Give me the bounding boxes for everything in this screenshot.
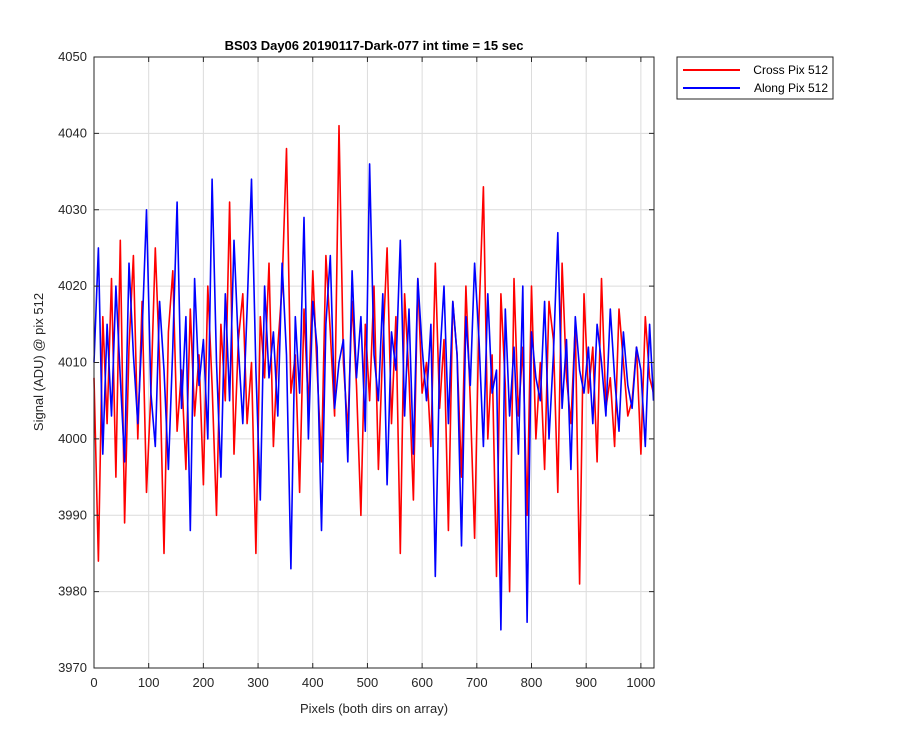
x-axis-label: Pixels (both dirs on array) — [300, 701, 448, 716]
x-tick-label: 200 — [193, 675, 215, 690]
y-tick-label: 4000 — [58, 431, 87, 446]
legend-box — [676, 56, 834, 100]
x-tick-label: 1000 — [626, 675, 655, 690]
x-tick-label: 500 — [357, 675, 379, 690]
y-tick-label: 3970 — [58, 660, 87, 675]
x-tick-label: 300 — [247, 675, 269, 690]
x-tick-label: 0 — [90, 675, 97, 690]
chart-title: BS03 Day06 20190117-Dark-077 int time = … — [225, 38, 524, 53]
y-tick-label: 4030 — [58, 202, 87, 217]
y-tick-label: 4020 — [58, 278, 87, 293]
y-tick-label: 4010 — [58, 355, 87, 370]
legend-label-along: Along Pix 512 — [754, 81, 828, 95]
y-tick-label: 4040 — [58, 125, 87, 140]
legend: Cross Pix 512 Along Pix 512 — [676, 56, 834, 100]
series-line-1 — [93, 163, 655, 631]
legend-label-cross: Cross Pix 512 — [753, 63, 828, 77]
tick-labels: 0 100 200 300 400 500 600 700 800 900 1000 3970 3980… — [58, 49, 655, 690]
x-tick-label: 700 — [466, 675, 488, 690]
series-group — [93, 124, 655, 631]
x-tick-label: 600 — [411, 675, 433, 690]
y-tick-label: 4050 — [58, 49, 87, 64]
y-tick-label: 3980 — [58, 584, 87, 599]
x-tick-label: 900 — [575, 675, 597, 690]
y-tick-label: 3990 — [58, 507, 87, 522]
x-tick-label: 400 — [302, 675, 324, 690]
axis-ticks — [93, 56, 654, 669]
y-axis-label: Signal (ADU) @ pix 512 — [31, 293, 46, 431]
x-tick-label: 100 — [138, 675, 160, 690]
x-tick-label: 800 — [521, 675, 543, 690]
